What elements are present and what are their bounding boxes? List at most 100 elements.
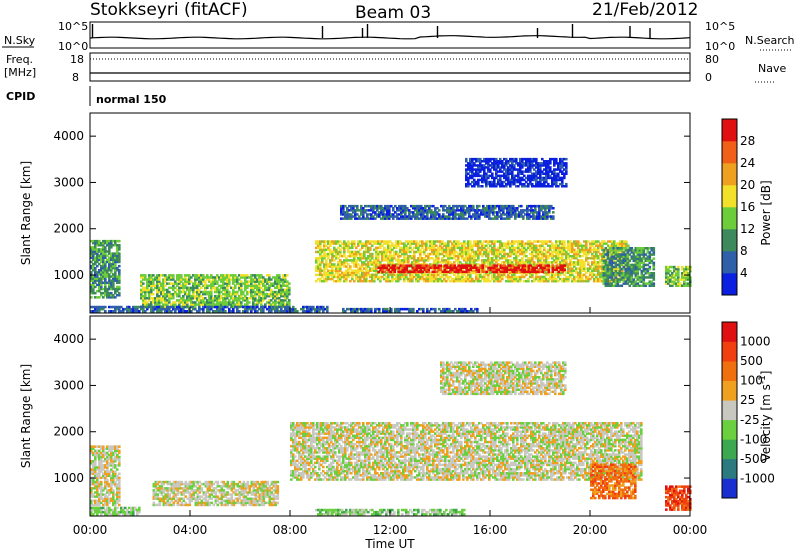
heatmap-cell: [615, 277, 618, 281]
heatmap-cell: [623, 242, 626, 245]
heatmap-cell: [174, 303, 177, 306]
heatmap-cell: [597, 265, 600, 268]
heatmap-cell: [473, 257, 476, 260]
heatmap-cell: [158, 303, 161, 306]
heatmap-cell: [497, 268, 501, 272]
heatmap-cell: [110, 296, 113, 299]
heatmap-cell: [144, 288, 147, 292]
heatmap-cell: [102, 258, 105, 262]
heatmap-cell: [345, 242, 348, 245]
heatmap-cell: [162, 292, 165, 296]
heatmap-cell: [561, 244, 564, 247]
heatmap-cell: [176, 299, 179, 302]
heatmap-cell: [100, 264, 103, 268]
heatmap-cell: [447, 266, 451, 269]
heatmap-cell: [429, 275, 432, 279]
heatmap-cell: [547, 266, 551, 269]
heatmap-cell: [475, 263, 478, 266]
heatmap-cell: [371, 269, 374, 272]
heatmap-cell: [437, 273, 440, 277]
heatmap-cell: [244, 286, 247, 290]
heatmap-cell: [152, 282, 155, 285]
heatmap-cell: [405, 240, 408, 243]
heatmap-cell: [118, 246, 121, 249]
heatmap-cell: [477, 266, 481, 269]
heatmap-cell: [407, 264, 411, 267]
heatmap-cell: [593, 254, 596, 258]
heatmap-cell: [226, 301, 229, 304]
heatmap-cell: [445, 242, 448, 245]
heatmap-cell: [387, 275, 390, 279]
heatmap-cell: [92, 285, 95, 289]
heatmap-cell: [194, 284, 197, 287]
heatmap-cell: [198, 303, 201, 306]
heatmap-cell: [421, 242, 424, 245]
heatmap-cell: [353, 261, 356, 264]
heatmap-cell: [429, 240, 432, 243]
heatmap-cell: [222, 303, 225, 306]
heatmap-cell: [192, 282, 195, 285]
heatmap-cell: [114, 279, 117, 282]
heatmap-cell: [90, 283, 93, 287]
heatmap-cell: [409, 246, 412, 250]
heatmap-cell: [507, 246, 510, 250]
heatmap-cell: [355, 250, 358, 254]
heatmap-cell: [435, 279, 438, 283]
heatmap-cell: [443, 273, 446, 277]
heatmap-cell: [513, 266, 517, 269]
heatmap-cell: [162, 282, 165, 285]
heatmap-cell: [549, 244, 552, 247]
heatmap-cell: [471, 277, 474, 281]
heatmap-cell: [204, 284, 207, 287]
heatmap-cell: [327, 240, 330, 243]
heatmap-cell: [319, 269, 322, 272]
heatmap-cell: [186, 292, 189, 296]
heatmap-cell: [491, 248, 494, 252]
heatmap-cell: [90, 239, 93, 243]
heatmap-cell: [234, 280, 237, 283]
heatmap-cell: [110, 269, 113, 272]
heatmap-cell: [98, 254, 101, 257]
heatmap-cell: [487, 273, 490, 277]
heatmap-cell: [391, 279, 394, 283]
heatmap-cell: [379, 266, 383, 269]
heatmap-cell: [493, 279, 496, 283]
freq-label-line2: [MHz]: [4, 66, 36, 79]
heatmap-cell: [391, 268, 395, 272]
heatmap-cell: [176, 276, 179, 279]
heatmap-cell: [569, 265, 572, 268]
heatmap-cell: [469, 271, 472, 275]
heatmap-cell: [501, 244, 504, 247]
heatmap-cell: [395, 263, 398, 266]
heatmap-cell: [569, 259, 572, 262]
heatmap-cell: [495, 270, 499, 274]
heatmap-cell: [513, 250, 516, 254]
heatmap-cell: [409, 257, 412, 260]
heatmap-cell: [212, 286, 215, 290]
heatmap-cell: [90, 246, 93, 249]
heatmap-cell: [92, 258, 95, 262]
heatmap-cell: [206, 284, 209, 287]
heatmap-cell: [463, 273, 466, 277]
heatmap-cell: [619, 275, 622, 279]
heatmap-cell: [401, 268, 405, 272]
heatmap-cell: [333, 250, 336, 254]
heatmap-cell: [180, 290, 183, 294]
heatmap-cell: [495, 259, 498, 262]
heatmap-cell: [365, 275, 368, 279]
heatmap-cell: [623, 244, 626, 247]
heatmap-cell: [198, 278, 201, 281]
heatmap-cell: [411, 254, 414, 258]
noise-tick-left-bottom: 10^0: [58, 40, 88, 53]
heatmap-cell: [196, 288, 199, 292]
heatmap-cell: [497, 263, 500, 266]
heatmap-cell: [541, 270, 545, 274]
heatmap-cell: [537, 277, 540, 281]
heatmap-cell: [627, 279, 630, 283]
heatmap-cell: [515, 250, 518, 254]
heatmap-cell: [517, 277, 520, 281]
heatmap-cell: [335, 275, 338, 279]
heatmap-cell: [597, 240, 600, 243]
heatmap-cell: [335, 269, 338, 272]
heatmap-cell: [555, 266, 559, 269]
